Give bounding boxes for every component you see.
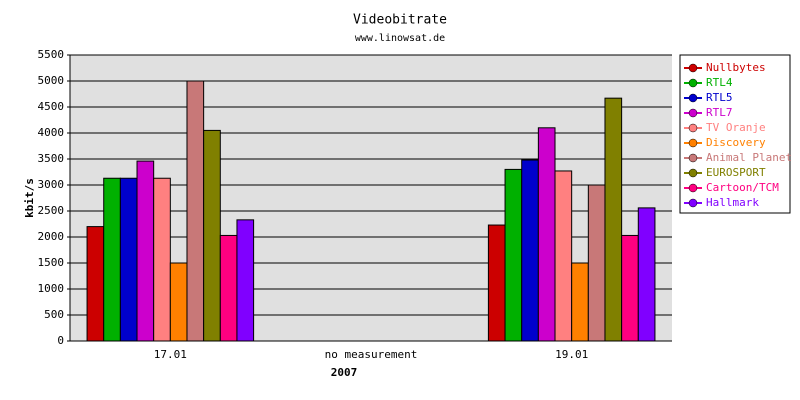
legend-marker [688, 93, 698, 103]
bar [153, 177, 171, 342]
bar [119, 177, 138, 342]
legend-marker [688, 123, 698, 133]
legend-marker [688, 153, 698, 163]
bar [637, 207, 656, 342]
x-tick-label: no measurement [325, 348, 418, 361]
bar [136, 160, 155, 342]
legend-marker [688, 168, 698, 178]
x-tick-label: 19.01 [555, 348, 588, 361]
chart-subtitle: www.linowsat.de [355, 33, 445, 44]
y-tick-label: 4500 [38, 100, 65, 113]
x-tick-label: 17.01 [154, 348, 187, 361]
legend-label: RTL5 [706, 91, 733, 104]
y-tick-label: 0 [57, 334, 64, 347]
bar [219, 234, 238, 342]
bar [186, 80, 205, 342]
bar [587, 184, 606, 342]
bar [554, 170, 573, 342]
y-tick-label: 2000 [38, 230, 65, 243]
legend-label: Nullbytes [706, 61, 766, 74]
bar [537, 127, 556, 342]
legend-marker [688, 108, 698, 118]
y-tick-label: 3000 [38, 178, 65, 191]
x-axis-title: 2007 [331, 366, 358, 379]
y-tick-label: 3500 [38, 152, 65, 165]
legend-marker [688, 198, 698, 208]
bar [487, 224, 506, 342]
y-tick-label: 500 [44, 308, 64, 321]
bar [236, 219, 255, 342]
y-tick-label: 1500 [38, 256, 65, 269]
legend-label: EUROSPORT [706, 166, 766, 179]
legend-label: Cartoon/TCM [706, 181, 779, 194]
bar [169, 262, 188, 342]
y-tick-label: 5500 [38, 48, 65, 61]
legend-label: RTL7 [706, 106, 733, 119]
legend-label: RTL4 [706, 76, 733, 89]
legend-label: TV Oranje [706, 121, 766, 134]
bar [504, 168, 523, 342]
bar [604, 97, 623, 342]
legend-box [679, 54, 791, 214]
y-axis-title: kbit/s [23, 178, 36, 218]
bar [103, 177, 121, 342]
legend-label: Discovery [706, 136, 766, 149]
bar [571, 262, 589, 342]
chart-title: Videobitrate [353, 13, 447, 28]
bar [86, 226, 105, 342]
legend-marker [688, 63, 698, 73]
y-tick-label: 2500 [38, 204, 65, 217]
bar [521, 159, 539, 342]
y-tick-label: 1000 [38, 282, 65, 295]
legend-label: Animal Planet [706, 151, 792, 164]
bar [203, 129, 221, 342]
bar [621, 234, 639, 342]
legend-marker [688, 78, 698, 88]
legend-marker [688, 183, 698, 193]
legend-label: Hallmark [706, 196, 759, 209]
legend-marker [688, 138, 698, 148]
y-tick-label: 5000 [38, 74, 65, 87]
y-tick-label: 4000 [38, 126, 65, 139]
